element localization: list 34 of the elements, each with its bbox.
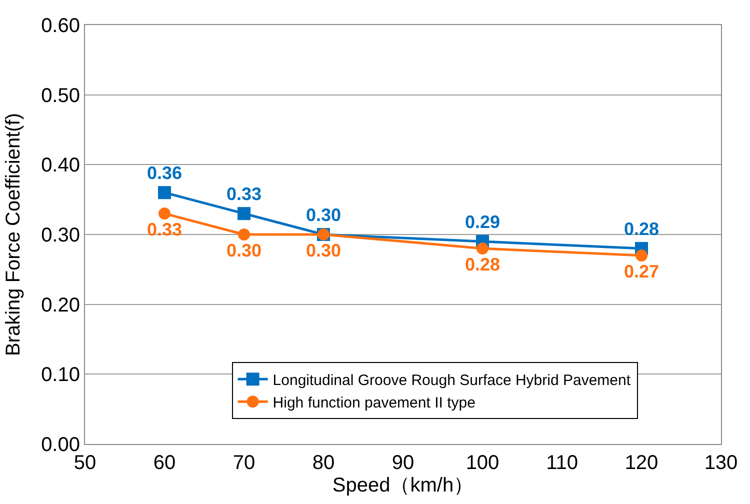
data-label: 0.30 xyxy=(306,204,342,225)
data-label: 0.30 xyxy=(306,240,342,260)
point xyxy=(238,207,250,220)
y-tick-label: 0.20 xyxy=(41,294,80,316)
data-label: 0.28 xyxy=(464,254,500,274)
x-tick-label: 120 xyxy=(624,452,658,474)
x-tick-label: 60 xyxy=(153,452,176,474)
x-tick-label: 70 xyxy=(232,452,256,474)
point xyxy=(238,228,250,240)
x-tick-label: 90 xyxy=(392,452,414,474)
data-label: 0.27 xyxy=(624,261,660,282)
x-tick-label: 130 xyxy=(704,452,738,474)
y-tick-label: 0.30 xyxy=(41,224,80,246)
legend-label: High function pavement II type xyxy=(272,394,476,412)
y-tick-label: 0.40 xyxy=(41,154,80,177)
data-label: 0.33 xyxy=(226,184,262,204)
x-tick-label: 110 xyxy=(546,452,578,474)
data-label: 0.36 xyxy=(146,162,182,183)
x-axis-title: Speed（km/h） xyxy=(332,474,474,496)
legend-label: Longitudinal Groove Rough Surface Hybrid Pavement xyxy=(272,372,632,389)
point xyxy=(158,208,170,220)
point xyxy=(476,242,488,254)
y-tick-label: 0.50 xyxy=(41,84,80,107)
x-tick-label: 100 xyxy=(466,452,500,474)
y-axis-title: Braking Force Coefficient(f) xyxy=(2,112,25,356)
data-label: 0.33 xyxy=(146,220,182,240)
data-label: 0.28 xyxy=(624,218,660,239)
point xyxy=(158,186,171,200)
data-label: 0.30 xyxy=(226,240,262,260)
x-tick-label: 80 xyxy=(312,452,335,474)
y-tick-label: 0.10 xyxy=(41,364,80,386)
y-tick-label: 0.60 xyxy=(41,15,80,37)
data-label: 0.29 xyxy=(464,212,500,232)
point xyxy=(636,249,648,262)
